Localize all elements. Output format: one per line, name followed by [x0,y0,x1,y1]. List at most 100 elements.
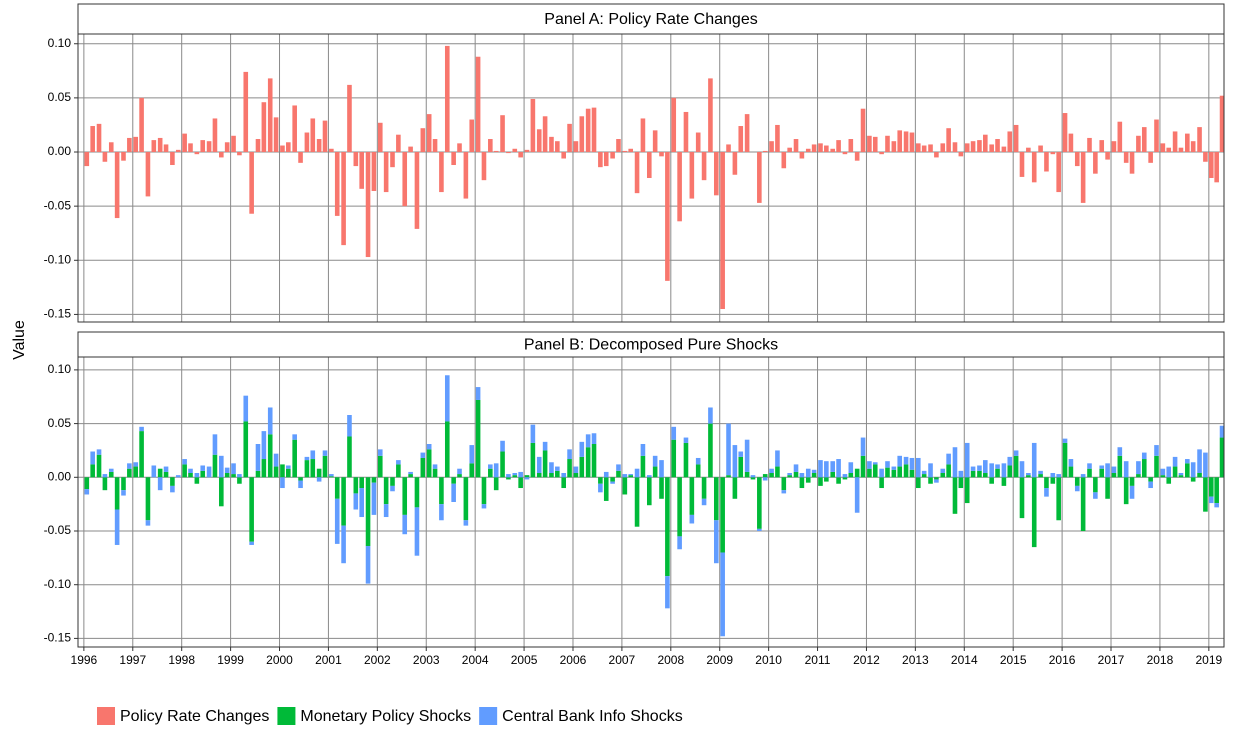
bar-segment [1111,473,1117,478]
bar [909,132,915,153]
bar-segment [983,473,988,478]
x-tick-label: 2004 [462,653,489,667]
bar-segment [488,464,493,469]
bar-segment [353,477,359,494]
bar-segment [286,468,291,478]
bar [603,152,609,167]
bar-segment [921,474,927,478]
bar-segment [818,477,823,486]
bar-segment [261,431,267,460]
bar [897,130,903,153]
bar [952,142,958,153]
bar-segment [390,477,395,486]
bar-segment [561,473,566,478]
bar-segment [481,477,487,505]
bar-segment [255,470,261,478]
bar-segment [921,470,927,475]
bar-segment [365,477,371,547]
bar-segment [903,464,909,478]
bar-segment [304,456,310,461]
bar-segment [891,469,897,478]
bar-segment [371,477,377,483]
bar [212,118,218,153]
bar-segment [432,464,438,469]
bar [347,84,352,153]
bar-segment [237,474,242,478]
x-tick-label: 2001 [315,653,342,667]
x-tick-label: 2016 [1049,653,1076,667]
bar [451,152,456,166]
bar [322,120,328,153]
bar-segment [170,477,175,486]
bar-segment [273,453,279,467]
bar-segment [1026,473,1031,476]
bar-segment [1141,452,1147,460]
bar [726,144,731,153]
bar-segment [879,477,884,489]
bar-segment [365,546,371,584]
bar [506,152,511,154]
bar [1172,131,1178,153]
bar-segment [1031,442,1037,478]
bar [842,152,848,155]
bar-segment [867,468,872,478]
bar-segment [830,461,836,472]
bar [970,141,976,153]
bar-segment [622,477,628,495]
bar-segment [561,477,566,489]
bar-segment [506,474,511,478]
bar-segment [1208,496,1214,504]
bar-segment [598,483,603,493]
bar-segment [860,455,866,478]
bar-segment [371,482,377,515]
bar-segment [977,465,982,471]
bar-segment [298,477,303,481]
plot-border [77,33,1225,323]
legend-label: Policy Rate Changes [120,708,269,725]
bar-segment [848,462,854,473]
bar-segment [1044,488,1049,497]
bar [237,152,242,156]
bar [1160,143,1166,153]
bar [84,152,90,167]
panel-strip [77,331,1225,358]
bar [867,135,872,153]
bar-segment [1208,477,1214,497]
bar-segment [224,467,230,473]
bar [793,139,799,153]
bar [139,97,144,153]
bar-segment [555,466,560,471]
bar-segment [1001,463,1007,478]
bar [175,149,181,153]
bar-segment [916,457,921,478]
bar-segment [555,470,560,478]
bar-segment [145,520,151,526]
bar-segment [879,468,884,478]
bar [561,152,566,159]
bar [426,114,432,153]
x-tick-label: 2015 [1000,653,1027,667]
bar-segment [781,490,787,494]
bar [824,145,829,153]
legend-swatch [479,707,498,725]
bar-segment [1038,474,1043,478]
bar-segment [1044,477,1049,489]
bar [310,118,316,153]
bar-segment [188,468,193,473]
bar-segment [897,466,903,478]
bar-segment [249,541,254,545]
bar-segment [231,463,236,475]
bar-segment [616,464,621,471]
bar-segment [848,473,854,478]
bar-segment [121,477,126,491]
bar [114,152,120,219]
bar-segment [824,477,829,482]
bar-segment [182,464,187,478]
bar-segment [628,475,634,478]
bar [1019,152,1025,177]
x-tick-label: 2011 [805,653,831,667]
bar-segment [1117,447,1123,456]
bar-segment [114,477,120,510]
bar-segment [836,477,841,484]
bar [977,140,982,153]
